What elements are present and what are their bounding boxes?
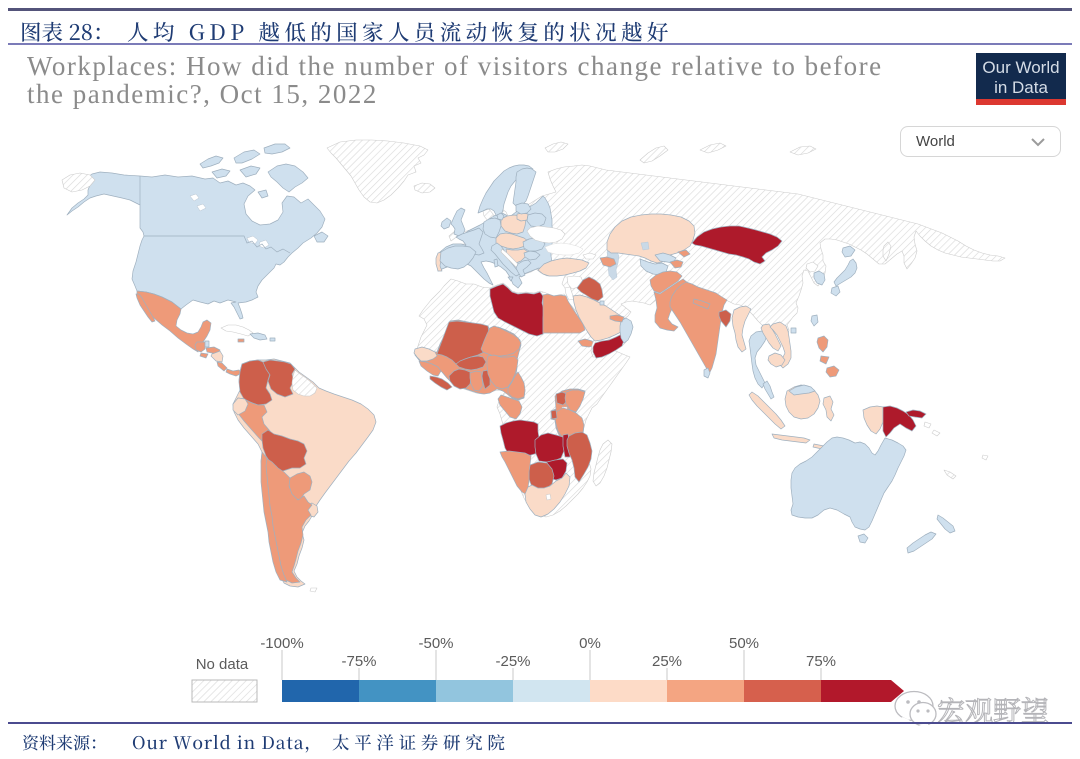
svg-text:-25%: -25% [495,653,530,670]
svg-text:75%: 75% [806,653,836,670]
svg-text:0%: 0% [579,635,601,652]
svg-text:-75%: -75% [341,653,376,670]
svg-text:25%: 25% [652,653,682,670]
svg-text:50%: 50% [729,635,759,652]
svg-text:-100%: -100% [260,635,303,652]
svg-text:No data: No data [196,656,249,673]
svg-text:-50%: -50% [418,635,453,652]
